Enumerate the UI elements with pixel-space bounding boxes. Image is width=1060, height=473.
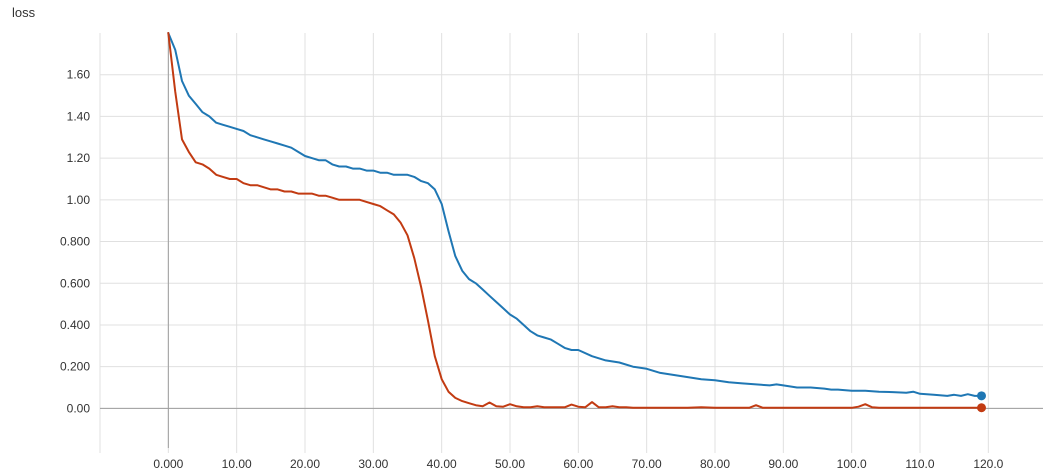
- series-layer: [167, 32, 986, 413]
- y-tick-label: 0.400: [60, 318, 90, 332]
- x-tick-label: 70.00: [632, 457, 662, 471]
- x-tick-label: 10.00: [222, 457, 252, 471]
- x-tick-label: 80.00: [700, 457, 730, 471]
- y-tick-label: 0.600: [60, 276, 90, 290]
- y-tick-label: 1.00: [67, 193, 91, 207]
- x-tick-label: 20.00: [290, 457, 320, 471]
- y-tick-label: 1.60: [67, 68, 91, 82]
- x-tick-label: 120.0: [973, 457, 1003, 471]
- x-tick-label: 60.00: [563, 457, 593, 471]
- y-tick-label: 1.40: [67, 109, 91, 123]
- x-tick-label: 110.0: [905, 457, 934, 471]
- series-end-point-1: [977, 391, 986, 401]
- y-tick-labels: 0.00 0.200 0.400 0.600 0.800 1.00 1.20 1.40 1.60: [60, 68, 90, 416]
- y-tick-label: 0.200: [60, 360, 90, 374]
- x-tick-label: 100.0: [837, 457, 867, 471]
- axes: [99, 33, 1043, 453]
- chart-title: loss: [12, 5, 36, 20]
- x-tick-label: 0.000: [153, 457, 183, 471]
- y-tick-label: 0.00: [67, 401, 91, 415]
- series-end-point-2: [977, 403, 986, 413]
- y-gridlines: [100, 74, 1043, 409]
- y-tick-label: 0.800: [60, 235, 90, 249]
- x-tick-labels: 0.000 10.00 20.00 30.00 40.00 50.00 60.00 70.00…: [153, 457, 1003, 471]
- series-line-1: [167, 32, 983, 397]
- x-tick-label: 30.00: [358, 457, 388, 471]
- y-tick-label: 1.20: [67, 151, 91, 165]
- x-gridlines: [99, 33, 989, 448]
- x-tick-label: 50.00: [495, 457, 525, 471]
- series-line-2: [167, 32, 983, 409]
- x-tick-label: 40.00: [427, 457, 457, 471]
- x-tick-label: 90.00: [768, 457, 798, 471]
